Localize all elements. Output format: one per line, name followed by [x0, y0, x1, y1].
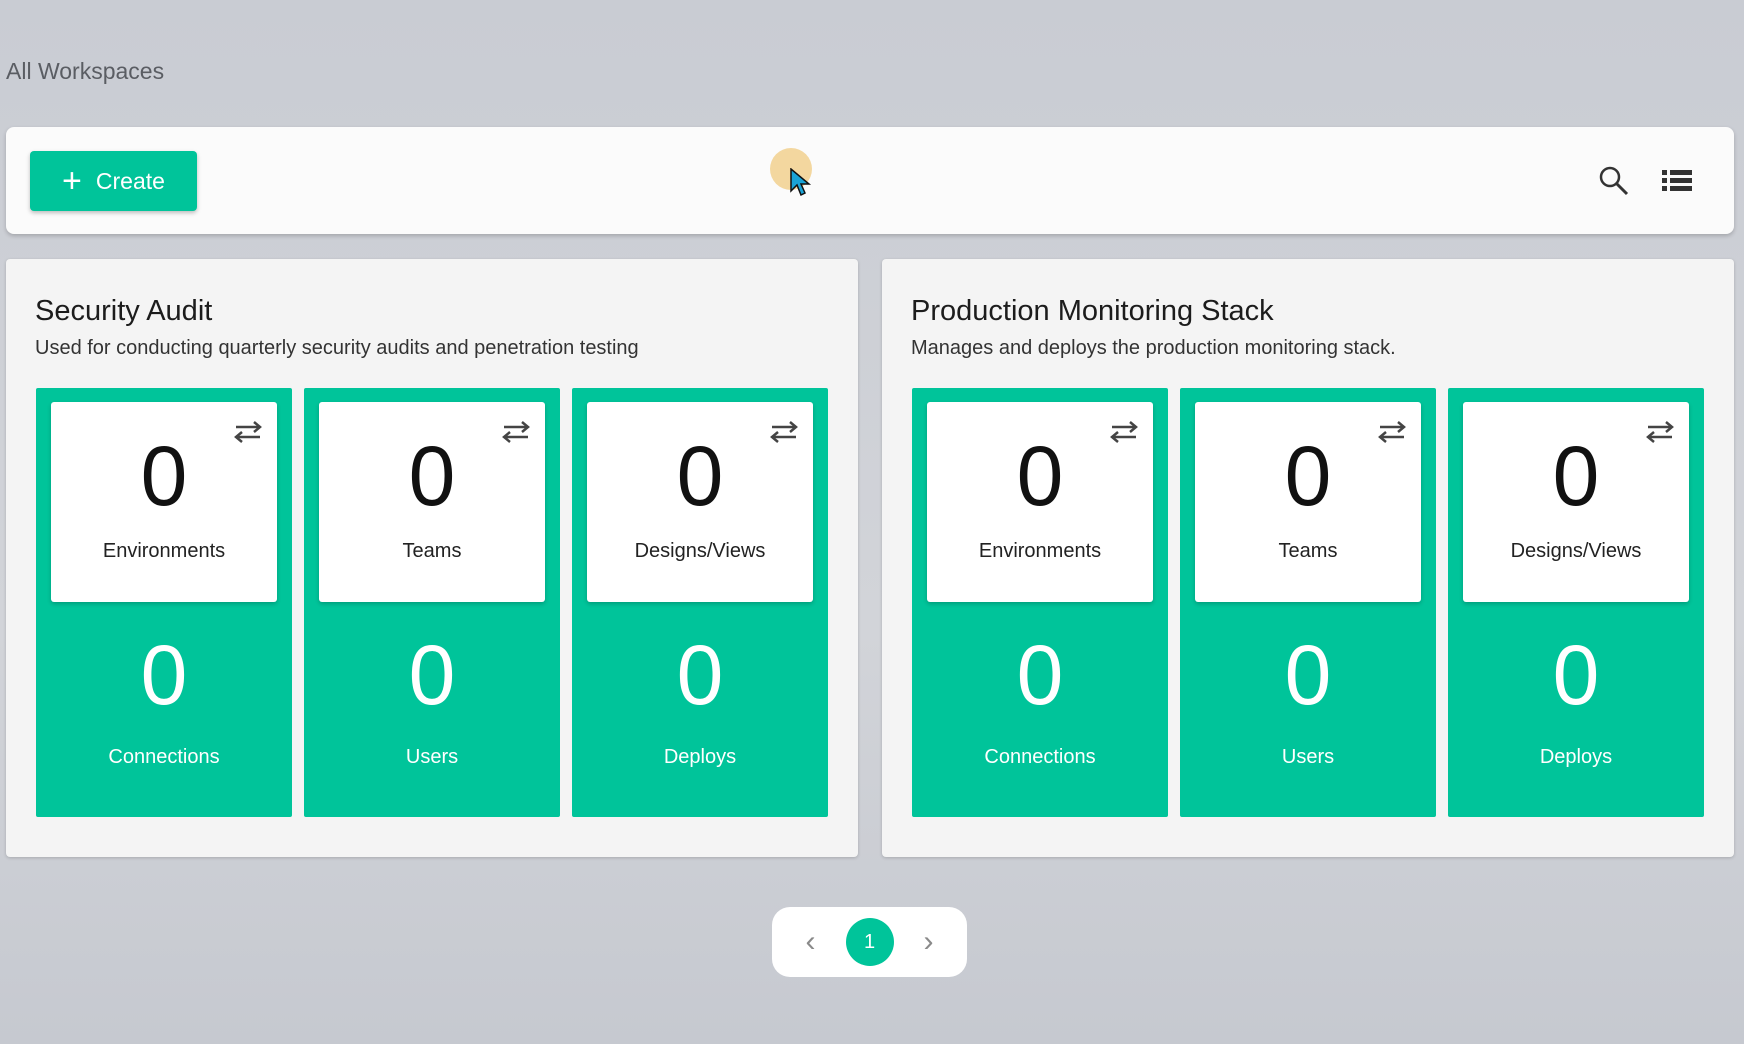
stat-tile: 0 Environments 0 Connections	[912, 388, 1168, 817]
workspace-description: Manages and deploys the production monit…	[911, 337, 1396, 359]
plus-icon: +	[62, 162, 82, 200]
stat-value: 0	[1284, 429, 1332, 523]
stat-value: 0	[1552, 429, 1600, 523]
pagination: ‹ 1 ›	[772, 907, 967, 977]
stat-label: Environments	[978, 540, 1102, 562]
stat-card[interactable]: 0 Teams	[319, 402, 545, 602]
stat-label: Environments	[102, 540, 226, 562]
stat-value: 0	[1552, 628, 1600, 722]
swap-icon[interactable]	[1645, 420, 1675, 449]
stat-value: 0	[676, 628, 724, 722]
stat-tile: 0 Teams 0 Users	[1180, 388, 1436, 817]
prev-page-icon[interactable]: ‹	[805, 925, 816, 958]
stat-value: 0	[408, 628, 456, 722]
mouse-cursor	[770, 148, 812, 197]
stat-value: 0	[140, 628, 188, 722]
stat-tile: 0 Teams 0 Users	[304, 388, 560, 817]
stat-card[interactable]: 0 Teams	[1195, 402, 1421, 602]
swap-icon[interactable]	[1109, 420, 1139, 449]
stat-label: Deploys	[1539, 746, 1613, 768]
stat-tile: 0 Designs/Views 0 Deploys	[572, 388, 828, 817]
stat-card[interactable]: 0 Designs/Views	[587, 402, 813, 602]
stat-label: Designs/Views	[634, 540, 766, 562]
list-view-icon[interactable]	[1659, 163, 1695, 199]
workspace-title: Production Monitoring Stack	[911, 295, 1274, 327]
workspace-card[interactable]: Production Monitoring Stack Manages and …	[882, 259, 1734, 857]
stat-label: Connections	[108, 746, 220, 768]
swap-icon[interactable]	[769, 420, 799, 449]
stat-value: 0	[1284, 628, 1332, 722]
stat-value: 0	[140, 429, 188, 523]
stat-label: Deploys	[663, 746, 737, 768]
workspace-description: Used for conducting quarterly security a…	[35, 337, 639, 359]
breadcrumb: All Workspaces	[6, 58, 165, 84]
stat-card[interactable]: 0 Environments	[927, 402, 1153, 602]
swap-icon[interactable]	[233, 420, 263, 449]
page-1-button[interactable]: 1	[845, 918, 894, 966]
next-page-icon[interactable]: ›	[923, 925, 934, 958]
stat-label: Users	[1281, 746, 1335, 768]
cursor-arrow-icon	[790, 168, 812, 197]
stat-tile: 0 Environments 0 Connections	[36, 388, 292, 817]
stat-label: Designs/Views	[1510, 540, 1642, 562]
stat-value: 0	[676, 429, 724, 523]
workspace-card[interactable]: Security Audit Used for conducting quart…	[6, 259, 858, 857]
stat-label: Connections	[984, 746, 1096, 768]
stat-card[interactable]: 0 Environments	[51, 402, 277, 602]
create-label: Create	[95, 167, 165, 194]
swap-icon[interactable]	[1377, 420, 1407, 449]
stat-tile: 0 Designs/Views 0 Deploys	[1448, 388, 1704, 817]
stat-value: 0	[1016, 628, 1064, 722]
stat-value: 0	[408, 429, 456, 523]
stat-label: Users	[405, 746, 459, 768]
stat-label: Teams	[1278, 540, 1338, 562]
toolbar: + Create	[6, 127, 1734, 234]
stat-label: Teams	[402, 540, 462, 562]
swap-icon[interactable]	[501, 420, 531, 449]
create-button[interactable]: + Create	[30, 151, 197, 211]
workspace-title: Security Audit	[35, 295, 213, 327]
stat-card[interactable]: 0 Designs/Views	[1463, 402, 1689, 602]
stat-value: 0	[1016, 429, 1064, 523]
search-icon[interactable]	[1596, 163, 1632, 199]
